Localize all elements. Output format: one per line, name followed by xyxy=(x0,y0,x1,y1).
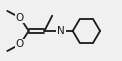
Text: O: O xyxy=(16,39,24,49)
Text: N: N xyxy=(57,26,65,36)
Text: O: O xyxy=(16,13,24,23)
